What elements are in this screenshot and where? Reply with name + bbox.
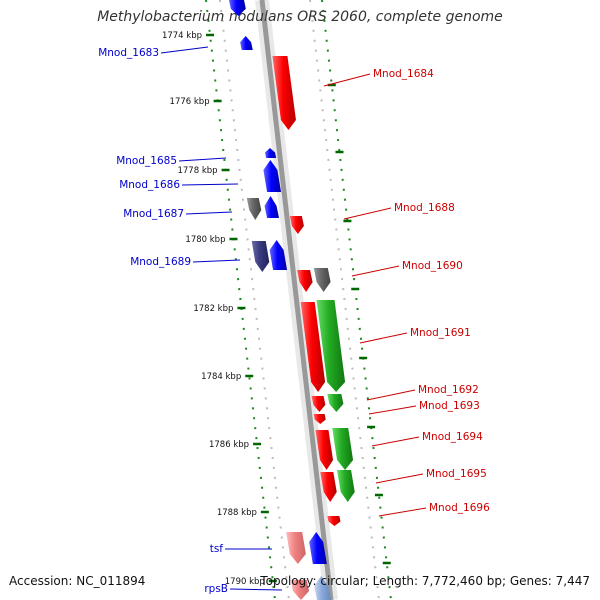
kbp-ticks: 1774 kbp 1776 kbp 1778 kbp 1780 kbp 1782 kbp… — [162, 31, 391, 587]
gene-feature-mnod-1689-blue — [269, 240, 288, 270]
gene-feature-tsf-blue — [309, 532, 327, 564]
gene-feature-mnod-1687 — [246, 198, 262, 220]
label-leader-line — [368, 405, 417, 415]
kbp-tick-label: 1784 kbp — [201, 372, 241, 382]
gene-label-mnod-1693[interactable]: Mnod_1693 — [419, 400, 480, 412]
gene-label-rpsb[interactable]: rpsB — [204, 583, 228, 595]
label-leader-line — [343, 207, 392, 220]
gene-feature-top-blue — [229, 0, 246, 16]
gene-feature-mnod-1686 — [264, 196, 280, 218]
gene-label-mnod-1692[interactable]: Mnod_1692 — [418, 384, 479, 396]
gene-label-mnod-1688[interactable]: Mnod_1688 — [394, 202, 455, 214]
gene-label-mnod-1686[interactable]: Mnod_1686 — [119, 179, 180, 191]
label-leader-line — [371, 436, 420, 447]
kbp-tick-label: 1786 kbp — [209, 440, 249, 450]
map-title: Methylobacterium nodulans ORS 2060, comp… — [97, 9, 503, 25]
gene-feature-mnod-1690-red — [297, 270, 313, 292]
gene-label-mnod-1696[interactable]: Mnod_1696 — [429, 502, 490, 514]
gene-label-tsf[interactable]: tsf — [210, 543, 224, 555]
gene-feature-rpsb — [290, 580, 309, 600]
outer-right-dotted-line — [321, 0, 392, 600]
accession-text: Accession: NC_011894 — [9, 574, 146, 588]
gene-feature-tsf — [286, 532, 306, 564]
gene-feature-mnod-1694 — [332, 428, 354, 470]
label-leader-line — [185, 211, 233, 215]
kbp-tick-label: 1774 kbp — [162, 31, 202, 41]
gene-feature-mnod-1688 — [289, 216, 304, 234]
label-leader-line — [178, 157, 227, 162]
gene-feature-mnod-1695-red — [320, 472, 337, 502]
label-leader-line — [160, 46, 209, 54]
gene-feature-mnod-1683 — [240, 36, 253, 50]
gene-label-mnod-1695[interactable]: Mnod_1695 — [426, 468, 487, 480]
gene-label-mnod-1685[interactable]: Mnod_1685 — [116, 155, 177, 167]
gene-label-mnod-1689[interactable]: Mnod_1689 — [130, 256, 191, 268]
gene-features — [229, 0, 355, 600]
kbp-tick-label: 1782 kbp — [193, 304, 233, 314]
label-leader-line — [375, 473, 424, 484]
gene-feature-mnod-1685-small — [265, 148, 277, 158]
label-leader-line — [366, 389, 416, 401]
gene-feature-mnod-1692-green — [327, 394, 344, 412]
gene-label-mnod-1690[interactable]: Mnod_1690 — [402, 260, 463, 272]
label-leader-line — [351, 265, 400, 277]
gene-label-mnod-1691[interactable]: Mnod_1691 — [410, 327, 471, 339]
gene-label-mnod-1684[interactable]: Mnod_1684 — [373, 68, 434, 80]
backbone-line — [259, 0, 334, 600]
label-leader-line — [378, 507, 427, 517]
genome-backbone — [255, 0, 338, 600]
label-leader-line — [229, 588, 283, 591]
label-leader-line — [323, 73, 371, 87]
inner-left-dotted-line — [219, 0, 290, 600]
gene-label-mnod-1687[interactable]: Mnod_1687 — [123, 208, 184, 220]
label-leader-line — [181, 183, 239, 186]
gene-feature-mnod-1685 — [263, 160, 282, 192]
gene-label-mnod-1694[interactable]: Mnod_1694 — [422, 431, 483, 443]
gene-feature-mnod-1689 — [251, 241, 270, 272]
gene-feature-mnod-1691 — [316, 300, 346, 392]
gene-feature-rpsb-blue — [314, 576, 331, 600]
inner-right-dotted-line — [309, 0, 380, 600]
gene-feature-mnod-1696 — [327, 516, 341, 526]
gene-feature-mnod-1694-red — [315, 430, 334, 470]
kbp-tick-label: 1776 kbp — [170, 97, 210, 107]
gene-label-mnod-1683[interactable]: Mnod_1683 — [98, 47, 159, 59]
kbp-tick-label: 1788 kbp — [217, 508, 257, 518]
genome-summary-text: Topology: circular; Length: 7,772,460 bp… — [260, 574, 590, 588]
label-leader-line — [192, 259, 241, 263]
kbp-tick-label: 1778 kbp — [177, 166, 217, 176]
gene-feature-mnod-1692 — [311, 396, 326, 412]
label-leader-line — [359, 332, 408, 344]
kbp-tick-label: 1790 kbp — [225, 577, 265, 587]
gene-feature-mnod-1693 — [313, 414, 326, 424]
kbp-tick-label: 1780 kbp — [185, 235, 225, 245]
gene-labels: Mnod_1683 Mnod_1685 Mnod_1686 Mnod_1687 Mnod… — [98, 46, 490, 595]
gene-feature-mnod-1695 — [337, 470, 355, 502]
gene-feature-mnod-1684 — [272, 56, 296, 130]
gene-feature-mnod-1690 — [313, 268, 331, 292]
gene-feature-mnod-1691-red — [300, 302, 326, 392]
